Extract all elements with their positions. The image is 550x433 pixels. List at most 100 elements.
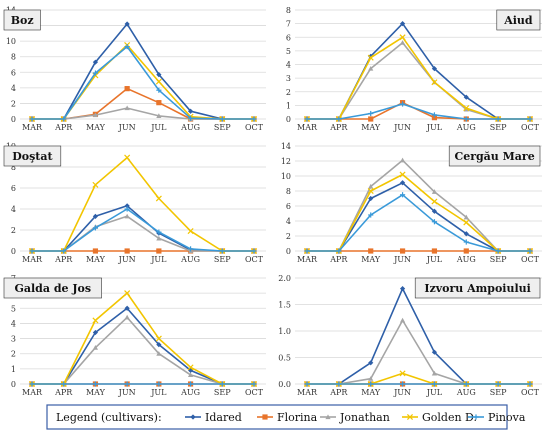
x-tick-label: JUL xyxy=(426,123,443,132)
data-point xyxy=(399,171,406,178)
x-tick-label: OCT xyxy=(245,123,264,132)
data-point xyxy=(124,381,130,387)
series-line xyxy=(307,41,530,120)
x-tick-label: APR xyxy=(54,255,73,264)
data-point xyxy=(219,248,225,254)
data-point xyxy=(124,86,130,92)
data-point xyxy=(187,115,194,121)
x-tick-label: JUN xyxy=(393,123,411,132)
x-tick-label: SEP xyxy=(490,255,507,264)
x-tick-label: JUL xyxy=(150,388,167,397)
data-point xyxy=(368,183,374,189)
data-point xyxy=(368,248,374,254)
data-point xyxy=(399,192,406,198)
x-tick-label: JUL xyxy=(426,255,443,264)
data-point xyxy=(92,181,99,188)
data-point xyxy=(92,317,99,324)
y-tick-label: 0 xyxy=(11,115,16,124)
marker-stroke xyxy=(463,105,470,112)
x-tick-label: MAR xyxy=(22,123,43,132)
data-point xyxy=(527,116,533,122)
data-point xyxy=(156,229,162,235)
x-tick-label: JUN xyxy=(393,255,411,264)
data-point xyxy=(219,116,225,122)
y-tick-label: 6 xyxy=(286,33,291,42)
marker-stroke xyxy=(92,317,99,324)
data-point xyxy=(431,65,438,72)
marker-stroke xyxy=(367,187,374,195)
data-point xyxy=(124,43,130,50)
data-point xyxy=(431,79,438,86)
data-point xyxy=(251,381,257,387)
y-tick-label: 0.0 xyxy=(278,380,291,389)
x-tick-label: JUN xyxy=(118,123,136,132)
x-tick-label: SEP xyxy=(490,123,507,132)
data-point xyxy=(92,381,99,387)
data-point xyxy=(431,208,438,214)
legend-box xyxy=(46,404,508,430)
data-point xyxy=(124,154,131,161)
data-point xyxy=(29,381,35,387)
data-point xyxy=(156,235,162,241)
marker-stroke xyxy=(92,181,99,188)
data-point xyxy=(431,198,438,205)
x-tick-label: JUN xyxy=(118,388,136,397)
series-line xyxy=(32,307,254,385)
series-idared xyxy=(29,21,257,122)
data-point xyxy=(219,381,225,387)
data-point xyxy=(368,381,374,387)
series-line xyxy=(307,287,530,385)
y-tick-label: 6 xyxy=(11,68,16,77)
x-tick-label: APR xyxy=(54,123,73,132)
series-idared xyxy=(304,21,533,122)
series-jonathan xyxy=(304,317,533,387)
series-line xyxy=(32,292,254,385)
y-tick-label: 1.0 xyxy=(278,327,291,336)
legend-item-golden-d-: Golden D. xyxy=(402,411,477,424)
data-point xyxy=(399,248,406,254)
marker-stroke xyxy=(431,79,438,86)
data-point xyxy=(124,105,130,111)
chart-panels: 02468101214MARAPRMAYJUNJULAUGSEPOCTBoz01… xyxy=(3,6,542,397)
data-point xyxy=(336,116,342,122)
series-line xyxy=(307,173,530,252)
data-point xyxy=(399,34,406,41)
panel-title: Cergău Mare xyxy=(454,150,534,163)
data-point xyxy=(29,248,35,254)
series-idared xyxy=(29,305,257,387)
panel-boz: 02468101214MARAPRMAYJUNJULAUGSEPOCTBoz xyxy=(3,6,266,132)
x-tick-label: SEP xyxy=(490,388,507,397)
series-pinova xyxy=(29,206,257,254)
marker-stroke xyxy=(399,34,406,41)
data-point xyxy=(187,364,194,371)
panel-title-box xyxy=(3,277,102,299)
data-point xyxy=(431,219,438,225)
data-point xyxy=(187,381,194,387)
data-point xyxy=(368,195,374,202)
data-point xyxy=(156,381,162,387)
y-tick-label: 0 xyxy=(286,115,291,124)
panel-title-box xyxy=(3,145,62,167)
marker-stroke xyxy=(187,228,194,235)
x-tick-label: MAY xyxy=(86,123,106,132)
x-tick-label: AUG xyxy=(180,255,200,264)
data-point xyxy=(336,248,342,254)
data-point xyxy=(156,248,162,254)
series-line xyxy=(307,194,530,252)
y-tick-label: 8 xyxy=(11,163,16,172)
data-point xyxy=(368,376,374,381)
y-tick-label: 1 xyxy=(11,365,16,374)
x-tick-label: MAR xyxy=(297,123,318,132)
legend-item-jonathan: Jonathan xyxy=(320,411,390,424)
y-tick-label: 6 xyxy=(286,202,291,211)
data-point xyxy=(495,248,501,254)
x-tick-label: SEP xyxy=(214,123,231,132)
legend-label: Idared xyxy=(205,411,242,424)
x-tick-label: SEP xyxy=(214,388,231,397)
data-point xyxy=(368,212,374,218)
legend-marker xyxy=(473,414,479,420)
marker-stroke xyxy=(463,219,470,226)
data-point xyxy=(431,381,438,387)
data-point xyxy=(124,213,130,219)
data-point xyxy=(463,214,469,220)
